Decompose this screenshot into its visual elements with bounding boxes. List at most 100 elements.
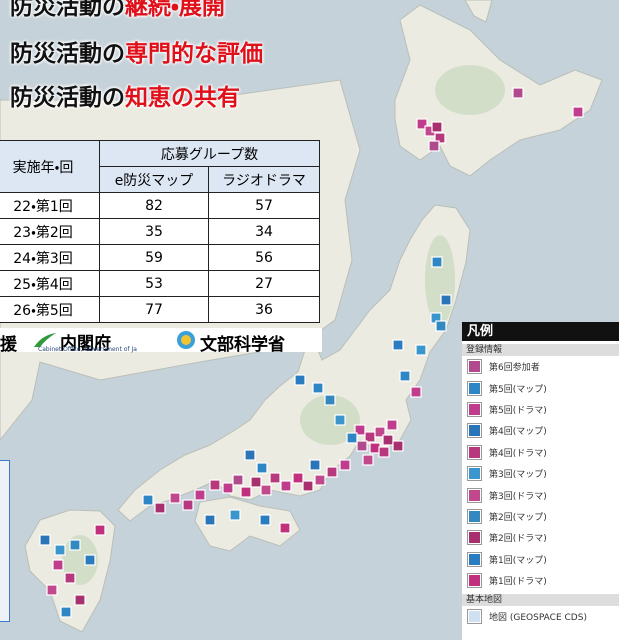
headline-lead: 防災活動の	[10, 85, 125, 111]
table-cell: 24・第3回	[0, 245, 100, 271]
map-marker	[281, 481, 291, 491]
map-marker	[363, 455, 373, 465]
legend: 凡例 登録情報 第6回参加者第5回(マップ)第5回(ドラマ)第4回(マップ)第4…	[462, 322, 619, 640]
map-marker	[47, 585, 57, 595]
map-marker	[75, 595, 85, 605]
map-marker	[85, 555, 95, 565]
map-marker	[313, 383, 323, 393]
map-marker	[233, 475, 243, 485]
map-marker	[270, 473, 280, 483]
logo-text: 文部科学省	[200, 330, 285, 355]
legend-swatch	[468, 403, 481, 416]
table-cell: 25・第4回	[0, 271, 100, 297]
map-marker	[310, 460, 320, 470]
map-marker	[241, 487, 251, 497]
headline: 防災活動の継続・展開	[10, 0, 225, 21]
headline: 防災活動の専門的な評価	[10, 34, 263, 68]
map-marker	[195, 490, 205, 500]
screen: 防災活動の継続・展開 防災活動の専門的な評価 防災活動の知恵の共有 実施年・回 …	[0, 0, 619, 640]
map-marker	[379, 447, 389, 457]
logo-text: Cabinet Office, Government of Ja	[38, 346, 137, 353]
legend-item: 第2回(ドラマ)	[462, 527, 619, 548]
map-marker	[393, 441, 403, 451]
map-marker	[441, 295, 451, 305]
legend-swatch	[468, 531, 481, 544]
map-marker	[513, 88, 523, 98]
map-marker	[340, 460, 350, 470]
legend-section: 登録情報	[462, 344, 619, 356]
map-marker	[387, 420, 397, 430]
map-marker	[411, 387, 421, 397]
map-marker	[61, 607, 71, 617]
map-marker	[65, 573, 75, 583]
legend-swatch	[468, 574, 481, 587]
legend-label: 地図 (GEOSPACE CDS)	[489, 610, 587, 623]
map-marker	[143, 495, 153, 505]
headline: 防災活動の知恵の共有	[10, 78, 240, 112]
sakhalin	[465, 0, 492, 22]
map-marker	[315, 475, 325, 485]
table-cell: 23・第2回	[0, 219, 100, 245]
legend-item: 第1回(マップ)	[462, 549, 619, 570]
map-marker	[432, 257, 442, 267]
legend-label: 第5回(マップ)	[489, 382, 547, 395]
side-panel	[0, 460, 10, 622]
map-marker	[53, 560, 63, 570]
map-marker	[155, 503, 165, 513]
legend-swatch	[468, 610, 481, 623]
table-cell: 59	[100, 245, 209, 271]
legend-label: 第1回(マップ)	[489, 553, 547, 566]
map-marker	[40, 535, 50, 545]
map-marker	[432, 122, 442, 132]
table-cell: 57	[209, 193, 320, 219]
mext-logo	[176, 330, 196, 350]
table-cell: 35	[100, 219, 209, 245]
headline-lead: 防災活動の	[10, 41, 125, 67]
map-marker	[429, 141, 439, 151]
legend-item: 第2回(マップ)	[462, 506, 619, 527]
legend-swatch	[468, 553, 481, 566]
legend-label: 第4回(マップ)	[489, 424, 547, 437]
legend-swatch	[468, 360, 481, 373]
map-marker	[383, 435, 393, 445]
map-marker	[400, 371, 410, 381]
map-marker	[70, 540, 80, 550]
legend-label: 第3回(マップ)	[489, 467, 547, 480]
legend-item: 第5回(ドラマ)	[462, 399, 619, 420]
legend-swatch	[468, 382, 481, 395]
table-cell: 53	[100, 271, 209, 297]
table-header: 実施年・回	[0, 141, 100, 193]
headline-lead: 防災活動の	[10, 0, 125, 20]
legend-item: 第3回(マップ)	[462, 463, 619, 484]
legend-swatch	[468, 467, 481, 480]
legend-section: 基本地図	[462, 594, 619, 606]
table-cell: 22・第1回	[0, 193, 100, 219]
legend-swatch	[468, 424, 481, 437]
mountains	[435, 65, 505, 115]
headline-emphasis: 専門的な評価	[125, 41, 263, 67]
table-header: 応募グループ数	[100, 141, 320, 167]
page: 防災活動マップ {"headlines":[ {"lead":"防災活動の","…	[0, 0, 619, 640]
mountains	[425, 235, 455, 325]
headline-emphasis: 知恵の共有	[125, 85, 240, 111]
legend-label: 第2回(マップ)	[489, 510, 547, 523]
map-marker	[573, 107, 583, 117]
legend-item: 第4回(ドラマ)	[462, 442, 619, 463]
map-marker	[245, 450, 255, 460]
table-cell: 56	[209, 245, 320, 271]
map-marker	[416, 345, 426, 355]
legend-item: 第1回(ドラマ)	[462, 570, 619, 591]
table-cell: 34	[209, 219, 320, 245]
map-marker	[325, 395, 335, 405]
logo-bar: 援 内閣府 Cabinet Office, Government of Ja 文…	[0, 328, 322, 352]
table-cell: 77	[100, 297, 209, 323]
legend-swatch	[468, 489, 481, 502]
legend-label: 第2回(ドラマ)	[489, 531, 547, 544]
legend-label: 第6回参加者	[489, 360, 540, 373]
map-marker	[95, 525, 105, 535]
map-marker	[295, 375, 305, 385]
